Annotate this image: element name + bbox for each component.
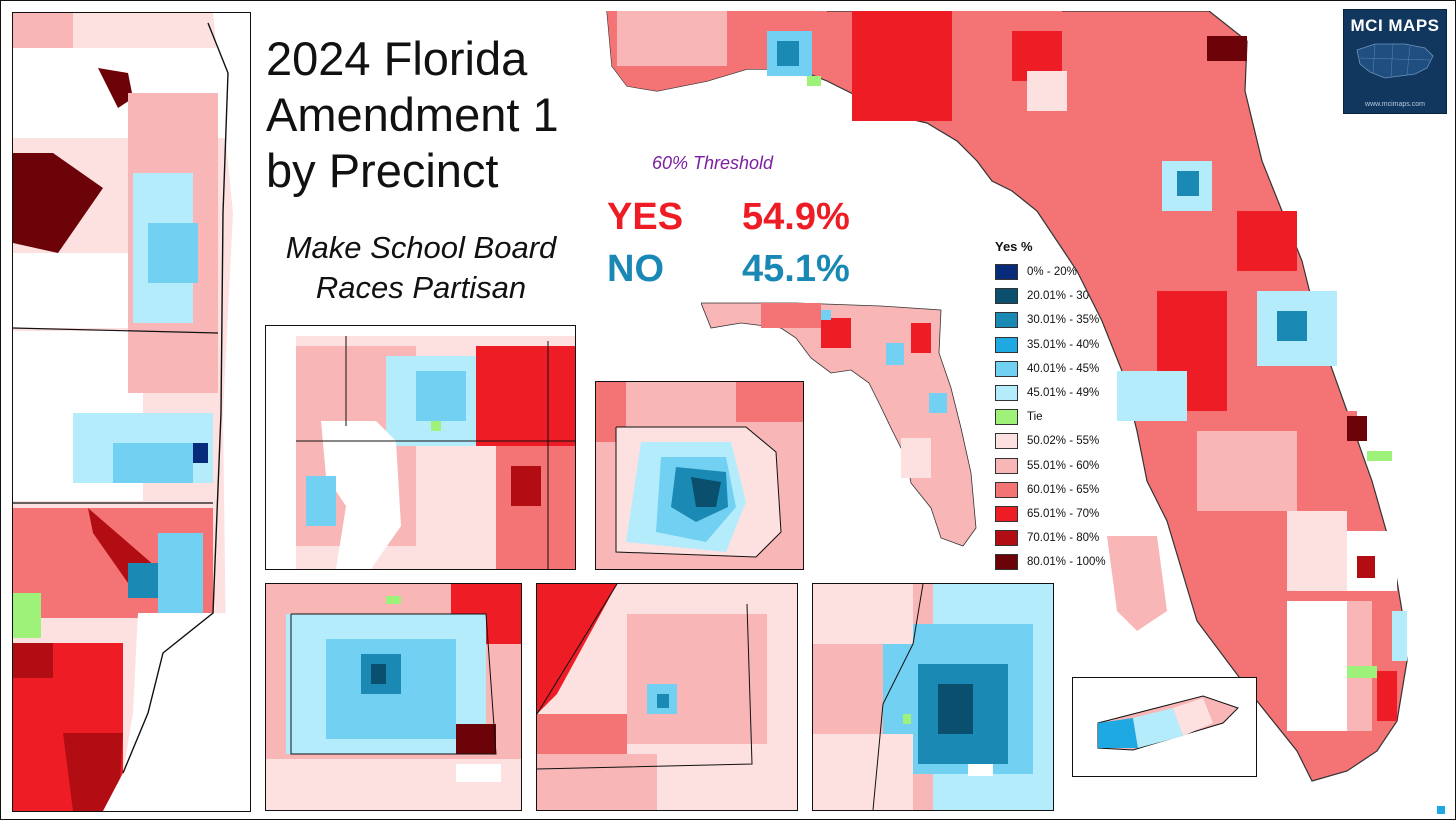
florida-overview-map — [700, 298, 991, 548]
legend-item: Tie — [995, 405, 1106, 429]
legend-label: 65.01% - 70% — [1027, 507, 1100, 520]
legend-swatch — [995, 264, 1018, 281]
legend-swatch — [995, 481, 1018, 498]
title-line-1: 2024 Florida — [266, 32, 528, 85]
orlando-inset-map — [265, 583, 522, 811]
legend-label: 35.01% - 40% — [1027, 338, 1100, 351]
keys-inset-map — [1072, 677, 1257, 777]
fort-lauderdale-svg — [813, 584, 1053, 810]
legend-item: 30.01% - 35% — [995, 308, 1106, 332]
usa-map-icon — [1356, 43, 1434, 79]
legend-swatch — [995, 288, 1018, 305]
no-percentage: 45.1% — [742, 248, 850, 290]
map-subtitle: Make School Board Races Partisan — [266, 228, 576, 308]
legend-swatch — [995, 433, 1018, 450]
florida-state-map — [597, 10, 1447, 819]
legend-label: 55.01% - 60% — [1027, 459, 1100, 472]
legend-item: 55.01% - 60% — [995, 454, 1106, 478]
subtitle-line-2: Races Partisan — [315, 270, 527, 305]
title-line-3: by Precinct — [266, 144, 499, 197]
legend-swatch — [995, 457, 1018, 474]
legend-label: 30.01% - 35% — [1027, 314, 1100, 327]
legend-label: 60.01% - 65% — [1027, 483, 1100, 496]
legend-label: 20.01% - 30% — [1027, 290, 1100, 303]
legend-item: 20.01% - 30% — [995, 284, 1106, 308]
logo-text: MCI MAPS — [1350, 16, 1440, 35]
mci-maps-logo: MCI MAPS www.mcimaps.com — [1343, 9, 1447, 114]
no-label: NO — [607, 248, 664, 290]
jacksonville-inset-map — [536, 583, 798, 811]
legend-label: 40.01% - 45% — [1027, 362, 1100, 375]
tampa-bay-svg — [266, 326, 575, 569]
legend-item: 60.01% - 65% — [995, 478, 1106, 502]
legend-label: 0% - 20% — [1027, 266, 1077, 279]
title-line-2: Amendment 1 — [266, 88, 559, 141]
jacksonville-svg — [537, 584, 797, 810]
legend-item: 45.01% - 49% — [995, 381, 1106, 405]
legend-item: 35.01% - 40% — [995, 333, 1106, 357]
legend-label: 50.02% - 55% — [1027, 435, 1100, 448]
legend: Yes % 0% - 20% 20.01% - 30% 30.01% - 35% 35… — [995, 239, 1106, 574]
legend-label: 80.01% - 100% — [1027, 556, 1106, 569]
legend-item: 50.02% - 55% — [995, 429, 1106, 453]
legend-swatch — [995, 336, 1018, 353]
logo-url: www.mcimaps.com — [1365, 101, 1425, 108]
legend-label: Tie — [1027, 411, 1043, 424]
yes-percentage: 54.9% — [742, 196, 850, 238]
keys-svg — [1073, 678, 1256, 776]
gainesville-inset-map — [595, 381, 804, 570]
legend-item: 0% - 20% — [995, 260, 1106, 284]
florida-overview-svg — [700, 302, 977, 547]
florida-state-svg — [606, 10, 1445, 814]
threshold-note: 60% Threshold — [652, 153, 774, 173]
southeast-coast-svg — [13, 13, 250, 811]
gainesville-svg — [596, 382, 803, 569]
yes-label: YES — [607, 196, 684, 238]
legend-swatch — [995, 409, 1018, 426]
legend-swatch — [995, 360, 1018, 377]
legend-item: 70.01% - 80% — [995, 526, 1106, 550]
legend-swatch — [995, 530, 1018, 547]
legend-swatch — [995, 385, 1018, 402]
legend-swatch — [995, 312, 1018, 329]
legend-item: 80.01% - 100% — [995, 550, 1106, 574]
subtitle-line-1: Make School Board — [285, 230, 557, 265]
fort-lauderdale-inset-map — [812, 583, 1054, 811]
legend-swatch — [995, 554, 1018, 571]
legend-swatch — [995, 505, 1018, 522]
legend-label: 70.01% - 80% — [1027, 532, 1100, 545]
legend-item: 40.01% - 45% — [995, 357, 1106, 381]
legend-label: 45.01% - 49% — [1027, 387, 1100, 400]
orlando-svg — [266, 584, 521, 810]
southeast-coast-inset-map — [12, 12, 251, 812]
legend-title: Yes % — [995, 239, 1033, 254]
legend-item: 65.01% - 70% — [995, 502, 1106, 526]
map-title: 2024 Florida Amendment 1 by Precinct — [266, 31, 559, 199]
legend-rows: 0% - 20% 20.01% - 30% 30.01% - 35% 35.01% -… — [995, 260, 1106, 574]
tampa-bay-inset-map — [265, 325, 576, 570]
